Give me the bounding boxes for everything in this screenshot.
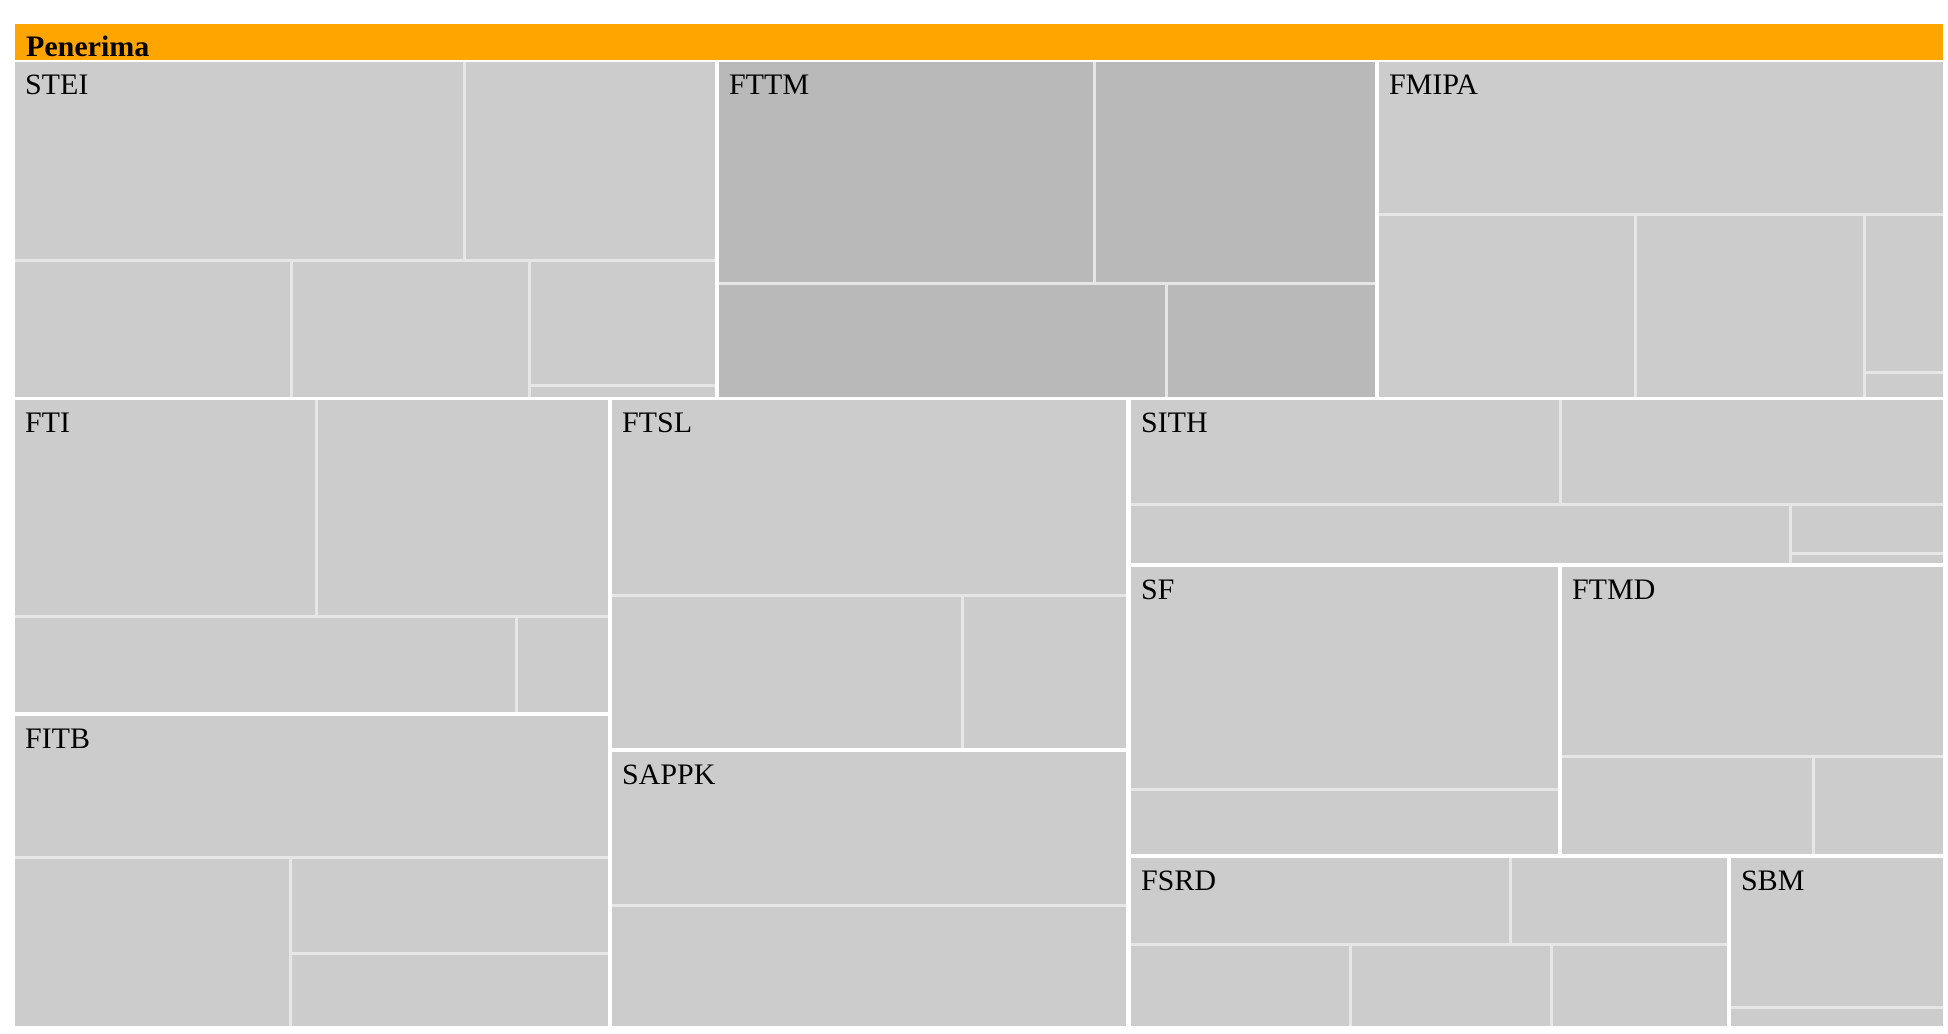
treemap-cell[interactable] [1731, 858, 1943, 1009]
treemap-group-ftmd[interactable]: FTMD [1562, 567, 1943, 854]
treemap-cell[interactable] [1379, 216, 1637, 397]
treemap-cell[interactable] [15, 262, 293, 397]
treemap-group-sappk[interactable]: SAPPK [612, 752, 1126, 1026]
treemap-cell[interactable] [719, 285, 1168, 397]
treemap-cell[interactable] [612, 597, 964, 748]
treemap-cell[interactable] [293, 262, 531, 397]
treemap-group-label: STEI [25, 68, 89, 101]
chart-title: Penerima [26, 30, 150, 60]
treemap-cell[interactable] [719, 62, 1096, 285]
treemap-cell[interactable] [15, 618, 518, 712]
treemap-cell[interactable] [1131, 858, 1512, 946]
treemap-cell[interactable] [1562, 400, 1943, 506]
treemap-cell[interactable] [1792, 506, 1943, 555]
treemap-cell[interactable] [292, 955, 608, 1026]
treemap-cell[interactable] [1131, 400, 1562, 506]
treemap-cell[interactable] [318, 400, 608, 618]
treemap-root-header[interactable]: Penerima [15, 24, 1943, 60]
treemap-cell[interactable] [964, 597, 1126, 748]
treemap-cell[interactable] [1562, 567, 1943, 758]
treemap-group-label: FTI [25, 406, 70, 439]
treemap-group-label: SF [1141, 573, 1175, 606]
treemap-cell[interactable] [612, 400, 1126, 597]
treemap-cell[interactable] [1562, 758, 1815, 854]
treemap-group-fsrd[interactable]: FSRD [1131, 858, 1727, 1026]
treemap-cell[interactable] [1168, 285, 1375, 397]
treemap-group-fitb[interactable]: FITB [15, 716, 608, 1026]
treemap-cell[interactable] [1553, 946, 1727, 1026]
treemap-cell[interactable] [1866, 216, 1943, 374]
treemap-cell[interactable] [1792, 555, 1943, 563]
treemap-cell[interactable] [531, 262, 715, 387]
treemap-group-label: SAPPK [622, 758, 716, 791]
treemap-cell[interactable] [1352, 946, 1553, 1026]
treemap-cell[interactable] [466, 62, 715, 262]
treemap-group-sith[interactable]: SITH [1131, 400, 1943, 563]
treemap-cell[interactable] [1096, 62, 1375, 285]
treemap-cell[interactable] [1866, 374, 1943, 397]
treemap-group-sbm[interactable]: SBM [1731, 858, 1943, 1026]
treemap-cell[interactable] [1379, 62, 1943, 216]
treemap-cell[interactable] [1512, 858, 1727, 946]
treemap-cell[interactable] [531, 387, 715, 397]
treemap-cell[interactable] [1131, 791, 1558, 854]
treemap-group-stei[interactable]: STEI [15, 62, 715, 397]
treemap-cell[interactable] [1131, 946, 1352, 1026]
treemap-group-label: FTMD [1572, 573, 1656, 606]
treemap-group-label: FSRD [1141, 864, 1217, 897]
treemap-cell[interactable] [15, 716, 608, 859]
treemap-group-label: FMIPA [1389, 68, 1478, 101]
treemap-group-ftsl[interactable]: FTSL [612, 400, 1126, 748]
treemap-cell[interactable] [15, 62, 466, 262]
treemap-cell[interactable] [292, 859, 608, 955]
treemap-cell[interactable] [1131, 506, 1792, 563]
treemap-group-fti[interactable]: FTI [15, 400, 608, 712]
treemap-group-label: FTSL [622, 406, 693, 439]
treemap-group-label: SITH [1141, 406, 1208, 439]
treemap-cell[interactable] [1131, 567, 1558, 791]
treemap-cell[interactable] [15, 859, 292, 1026]
treemap-cell[interactable] [1637, 216, 1866, 397]
treemap-cell[interactable] [1815, 758, 1943, 854]
treemap-cell[interactable] [518, 618, 608, 712]
treemap-group-fmipa[interactable]: FMIPA [1379, 62, 1943, 397]
treemap-cell[interactable] [612, 907, 1126, 1026]
treemap-group-fttm[interactable]: FTTM [719, 62, 1375, 397]
treemap-cell[interactable] [1731, 1009, 1943, 1026]
treemap-group-sf[interactable]: SF [1131, 567, 1558, 854]
treemap-group-label: SBM [1741, 864, 1805, 897]
treemap-cell[interactable] [15, 400, 318, 618]
treemap-group-label: FITB [25, 722, 91, 755]
treemap-cell[interactable] [612, 752, 1126, 907]
treemap-group-label: FTTM [729, 68, 810, 101]
